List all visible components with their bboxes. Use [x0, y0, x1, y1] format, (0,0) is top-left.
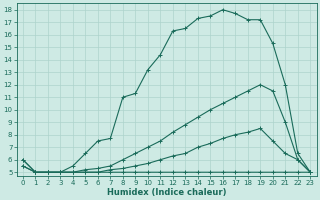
X-axis label: Humidex (Indice chaleur): Humidex (Indice chaleur): [107, 188, 226, 197]
